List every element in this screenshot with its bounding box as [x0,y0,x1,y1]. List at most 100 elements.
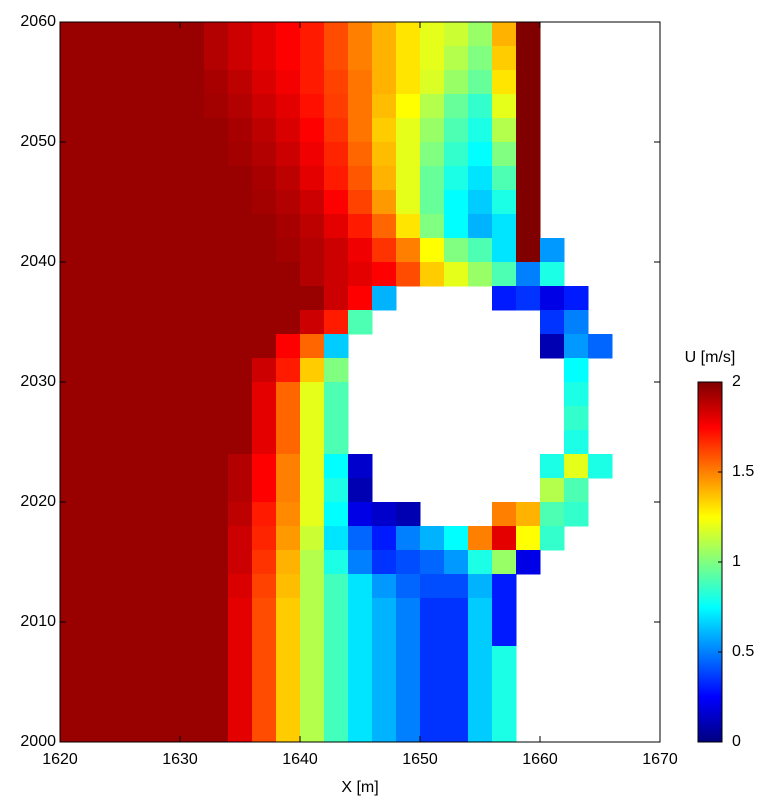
heat-cell [516,142,541,167]
heat-cell [276,142,301,167]
heat-cell [108,286,133,311]
y-tick-label: 2030 [20,373,56,390]
heat-cell [132,334,157,359]
heat-cell [180,358,205,383]
heat-cell [132,190,157,215]
heat-cell [348,118,373,143]
heat-cell [60,502,85,527]
heat-cell [156,670,181,695]
heat-cell [108,118,133,143]
heat-cell [252,358,277,383]
heat-cell [204,286,229,311]
heat-cell [372,670,397,695]
heat-cell [540,238,565,263]
heat-cell [132,94,157,119]
heat-cell [132,382,157,407]
heat-cell [540,478,565,503]
heat-cell [252,166,277,191]
heat-cell [204,670,229,695]
heat-cell [84,454,109,479]
x-tick-label: 1640 [282,751,318,768]
heat-cell [60,166,85,191]
heat-cell [516,22,541,47]
heat-cell [276,502,301,527]
heat-cell [60,430,85,455]
heat-cell [228,190,253,215]
heat-cell [252,670,277,695]
heat-cell [300,118,325,143]
heat-cell [516,166,541,191]
heat-cell [228,406,253,431]
heat-cell [108,166,133,191]
heat-cell [324,718,349,743]
heat-cell [420,622,445,647]
heat-cell [516,190,541,215]
heat-cell [132,238,157,263]
heat-cell [228,574,253,599]
heat-cell [276,22,301,47]
heat-cell [372,142,397,167]
heat-cell [516,94,541,119]
heat-cell [324,550,349,575]
heat-cell [300,94,325,119]
heat-cell [180,118,205,143]
heat-cell [420,70,445,95]
heat-cell [372,22,397,47]
heat-cell [108,238,133,263]
heat-cell [252,598,277,623]
heat-cell [252,502,277,527]
heat-cell [564,310,589,335]
heat-cell [324,382,349,407]
heat-cell [252,286,277,311]
heat-cell [468,598,493,623]
heat-cell [300,22,325,47]
heat-cell [60,238,85,263]
heat-cell [204,118,229,143]
heat-cell [132,526,157,551]
heat-cell [84,94,109,119]
heat-cell [108,550,133,575]
heat-cell [372,94,397,119]
heat-cell [396,526,421,551]
heat-cell [540,502,565,527]
heat-cell [372,574,397,599]
heat-cell [180,646,205,671]
heat-cell [180,190,205,215]
heat-cell [276,166,301,191]
heat-cell [180,694,205,719]
heat-cell [180,70,205,95]
heat-cell [468,694,493,719]
heat-cell [204,46,229,71]
heat-cell [324,622,349,647]
heat-cell [492,718,517,743]
heat-cell [444,70,469,95]
heat-cell [252,646,277,671]
heat-cell [156,166,181,191]
heat-cell [204,310,229,335]
heat-cell [300,502,325,527]
heat-cell [156,406,181,431]
heat-cell [60,334,85,359]
heat-cell [324,46,349,71]
heat-cell [300,622,325,647]
heat-cell [276,406,301,431]
heat-cell [132,430,157,455]
heat-cell [156,142,181,167]
heat-cell [84,718,109,743]
colorbar-tick-label: 2 [732,373,741,390]
heat-cell [468,166,493,191]
heat-cell [180,286,205,311]
heat-cell [156,190,181,215]
heat-cell [324,646,349,671]
heat-cell [300,286,325,311]
heat-cell [348,166,373,191]
heat-cell [156,238,181,263]
heat-cell [180,454,205,479]
heat-cell [204,430,229,455]
heat-cell [444,190,469,215]
heat-cell [348,22,373,47]
heat-cell [372,550,397,575]
heat-cell [84,286,109,311]
heat-cell [132,694,157,719]
